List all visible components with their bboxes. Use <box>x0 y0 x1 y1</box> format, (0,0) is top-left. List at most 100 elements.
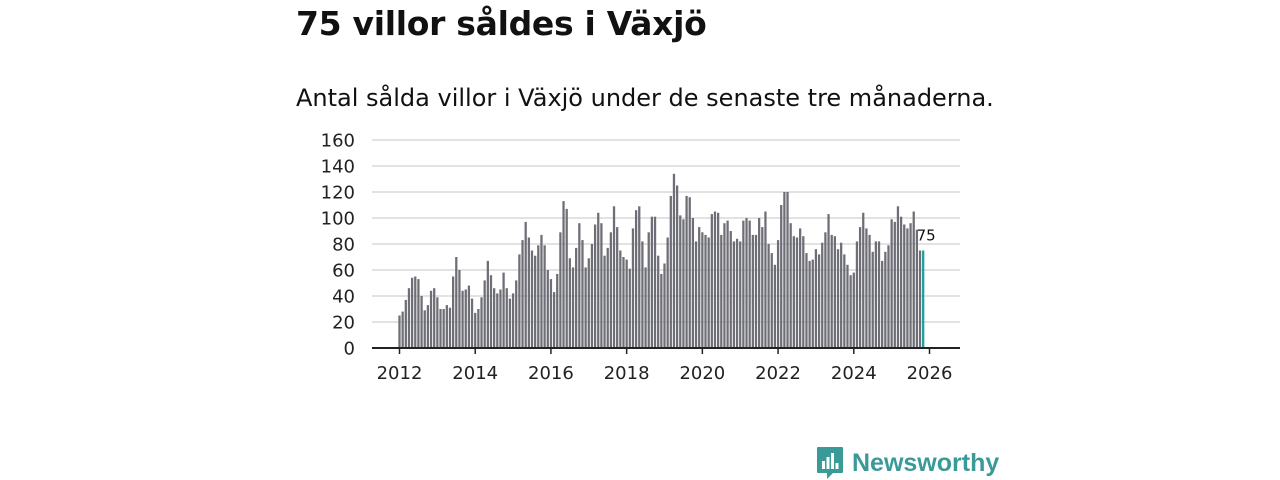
bar <box>666 237 669 348</box>
bar <box>527 237 530 348</box>
bar <box>739 241 742 348</box>
bar <box>581 240 584 348</box>
bar <box>672 173 676 348</box>
bar <box>881 260 884 348</box>
bar <box>625 259 628 348</box>
bar <box>909 223 912 348</box>
bar <box>578 223 581 348</box>
x-tick-label: 2012 <box>377 363 423 384</box>
bar <box>669 195 672 348</box>
bar <box>849 275 852 348</box>
bar <box>710 214 713 348</box>
bars <box>398 173 925 348</box>
bar <box>735 238 739 348</box>
bar <box>489 275 493 348</box>
bar <box>814 249 818 348</box>
bar <box>742 220 745 348</box>
bar <box>833 236 836 348</box>
bar-latest <box>922 250 925 348</box>
bar <box>707 237 710 348</box>
bar <box>808 260 811 348</box>
bar <box>874 241 877 348</box>
bar <box>761 227 764 348</box>
bar <box>843 254 846 348</box>
bar <box>401 311 404 348</box>
bar <box>511 293 515 348</box>
bar <box>404 299 407 348</box>
bar <box>824 232 827 348</box>
y-tick-label: 80 <box>332 235 355 256</box>
bar <box>887 245 890 348</box>
bar <box>464 289 467 348</box>
bar <box>622 257 625 348</box>
bar <box>704 234 707 348</box>
bar <box>903 224 906 348</box>
bar <box>754 234 758 348</box>
bar <box>899 216 903 348</box>
bar <box>840 242 843 348</box>
bar <box>417 279 420 348</box>
bar <box>647 232 650 348</box>
bar <box>732 241 736 348</box>
bar <box>575 247 578 348</box>
bar <box>713 211 717 348</box>
bar <box>398 315 401 348</box>
bar <box>726 220 729 348</box>
bar <box>912 211 915 348</box>
bar <box>518 254 521 348</box>
y-tick-label: 40 <box>332 287 355 308</box>
bar <box>439 309 442 348</box>
bar <box>559 232 562 348</box>
bar <box>846 264 849 348</box>
bar <box>868 234 871 348</box>
bar <box>748 220 751 348</box>
x-axis-ticks: 2012 2014 2016 2018 2020 2022 2024 2026 <box>377 348 953 384</box>
bar <box>496 293 499 348</box>
bar <box>407 288 411 348</box>
y-tick-label: 60 <box>332 261 355 282</box>
bar <box>915 229 919 348</box>
bar <box>628 268 631 348</box>
bar <box>896 206 900 348</box>
bar <box>436 297 439 348</box>
bar <box>537 245 540 348</box>
bar <box>612 206 616 348</box>
bar <box>862 212 865 348</box>
bar <box>890 219 893 348</box>
x-tick-label: 2020 <box>679 363 725 384</box>
x-tick-label: 2024 <box>831 363 877 384</box>
chart-subtitle: Antal sålda villor i Växjö under de sena… <box>296 84 994 112</box>
bar <box>414 276 417 348</box>
bar <box>751 234 754 348</box>
bar <box>486 260 489 348</box>
bar <box>461 290 464 348</box>
bar <box>720 234 723 348</box>
bar <box>792 236 795 348</box>
bar <box>515 280 518 348</box>
bar <box>568 258 571 348</box>
bar <box>906 228 909 348</box>
bar <box>477 309 480 348</box>
bar <box>783 192 786 348</box>
bar <box>442 309 445 348</box>
bar <box>508 298 512 348</box>
bar <box>534 255 537 348</box>
gridlines <box>372 139 960 323</box>
x-tick-label: 2026 <box>907 363 953 384</box>
bar <box>530 250 534 348</box>
bar <box>445 305 448 348</box>
bar <box>729 231 732 348</box>
x-tick-label: 2022 <box>755 363 801 384</box>
newsworthy-logo[interactable]: Newsworthy <box>816 446 999 480</box>
bar <box>745 218 748 348</box>
bar <box>600 223 603 348</box>
bar <box>688 197 691 348</box>
bar <box>764 211 767 348</box>
bar <box>543 245 546 348</box>
bar <box>660 273 663 348</box>
bar <box>546 270 549 348</box>
x-tick-label: 2018 <box>604 363 650 384</box>
bar <box>877 241 881 348</box>
bar <box>811 259 814 348</box>
bar <box>426 305 430 348</box>
